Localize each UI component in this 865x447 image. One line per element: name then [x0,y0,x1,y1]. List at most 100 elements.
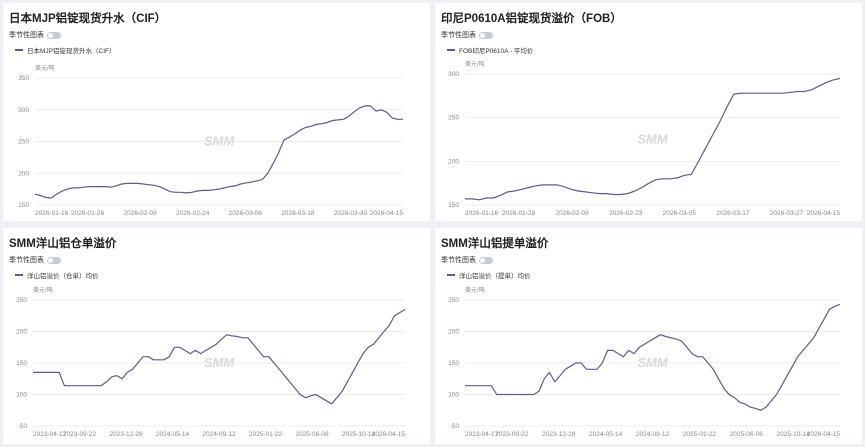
y-tick-label: 300 [448,71,459,78]
seasonal-chart-label: 季节性图表 [9,32,44,39]
x-tick-label: 2026-01-26 [71,210,105,217]
seasonal-chart-toggle[interactable] [47,256,61,264]
legend-line-swatch [15,49,23,51]
chart-title: SMM洋山铝仓单溢价 [9,238,117,250]
y-axis-unit-label: 美元/吨 [465,286,485,294]
y-tick-label: 350 [18,75,29,82]
x-tick-label: 2026-01-28 [502,210,536,217]
y-tick-label: 150 [18,202,29,209]
x-tick-label: 2023-09-22 [495,431,529,438]
x-tick-label: 2026-04-15 [370,210,404,217]
seasonal-chart-label: 季节性图表 [441,32,476,39]
smm-watermark: SMM [637,355,669,370]
x-tick-label: 2024-09-12 [202,431,236,438]
y-tick-label: 250 [448,297,459,304]
seasonal-chart-toggle[interactable] [479,31,493,39]
line-chart-mjp: 美元/吨 150 200 250 300 350 2026-01-16 2026-01-26 2… [18,64,404,217]
x-tick-label: 2025-01-22 [249,431,283,438]
x-tick-label: 2023-12-28 [542,431,576,438]
smm-watermark: SMM [204,134,236,149]
chart-panel-indonesia-premium: 印尼P0610A铝锭现货溢价（FOB） 季节性图表 FOB印尼P0610A - … [435,3,862,221]
smm-watermark: SMM [637,132,669,147]
chart-legend[interactable]: 洋山铝溢价（仓单）均价 [15,270,99,280]
x-tick-label: 2026-02-24 [176,210,210,217]
x-tick-label: 2025-06-06 [730,431,764,438]
x-tick-label: 2024-05-14 [156,431,190,438]
x-tick-label: 2026-04-15 [372,431,406,438]
seasonal-chart-toggle-row: 季节性图表 [9,255,61,265]
x-tick-label: 2023-12-28 [109,431,143,438]
x-tick-label: 2026-01-16 [35,210,69,217]
seasonal-chart-toggle-row: 季节性图表 [441,30,493,40]
y-tick-label: 150 [16,360,27,367]
y-tick-label: 200 [16,329,27,336]
x-tick-label: 2024-05-14 [589,431,623,438]
legend-line-swatch [447,274,455,276]
line-chart-indonesia: 美元/吨 150 200 250 300 2026-01-16 2026-01-28 2026… [448,60,841,217]
y-tick-label: 250 [16,297,27,304]
y-tick-label: 150 [448,202,459,209]
y-tick-label: 100 [448,392,459,399]
x-tick-label: 2025-06-06 [295,431,329,438]
y-tick-label: 100 [16,392,27,399]
x-tick-label: 2026-03-27 [770,210,804,217]
chart-panel-yangshan-warrant: SMM洋山铝仓单溢价 季节性图表 洋山铝溢价（仓单）均价 美元/吨 50 100 15… [3,228,430,444]
x-tick-label: 2026-02-09 [124,210,158,217]
seasonal-chart-label: 季节性图表 [441,257,476,264]
smm-watermark: SMM [204,355,236,370]
y-axis-unit-label: 美元/吨 [33,286,53,294]
seasonal-chart-label: 季节性图表 [9,257,44,264]
x-tick-label: 2025-10-14 [777,431,811,438]
chart-legend[interactable]: 洋山铝溢价（提单）均价 [447,270,531,280]
x-tick-label: 2023-04-17 [465,431,499,438]
x-tick-label: 2024-09-12 [636,431,670,438]
x-tick-label: 2025-01-22 [683,431,717,438]
chart-title: 印尼P0610A铝锭现货溢价（FOB） [441,13,622,25]
y-tick-label: 50 [20,423,28,430]
y-tick-label: 200 [448,158,459,165]
seasonal-chart-toggle[interactable] [47,31,61,39]
y-tick-label: 200 [18,170,29,177]
legend-label: 日本MJP铝锭现货升水（CIF） [27,48,116,55]
chart-panel-yangshan-bl: SMM洋山铝提单溢价 季节性图表 洋山铝溢价（提单）均价 美元/吨 50 100 15… [435,228,862,444]
chart-panel-mjp-premium: 日本MJP铝锭现货升水（CIF） 季节性图表 日本MJP铝锭现货升水（CIF） … [3,3,430,221]
x-tick-label: 2023-04-17 [33,431,67,438]
series-line [465,77,841,201]
y-axis-unit-label: 美元/吨 [465,60,485,68]
x-tick-label: 2026-01-16 [465,210,499,217]
x-tick-label: 2026-02-09 [556,210,590,217]
y-tick-label: 200 [448,329,459,336]
seasonal-chart-toggle[interactable] [479,256,493,264]
x-tick-label: 2026-04-15 [807,431,841,438]
chart-title: 日本MJP铝锭现货升水（CIF） [9,13,167,25]
series-line [33,308,406,405]
legend-label: 洋山铝溢价（提单）均价 [459,273,531,280]
x-tick-label: 2026-03-18 [281,210,315,217]
legend-label: FOB印尼P0610A - 平均价 [459,48,534,55]
x-tick-label: 2026-03-30 [334,210,368,217]
legend-label: 洋山铝溢价（仓单）均价 [27,273,99,280]
y-tick-label: 250 [18,139,29,146]
chart-title: SMM洋山铝提单溢价 [441,238,549,250]
series-line [34,105,403,199]
seasonal-chart-toggle-row: 季节性图表 [441,255,493,265]
y-tick-label: 250 [448,115,459,122]
x-tick-label: 2026-03-06 [229,210,263,217]
x-tick-label: 2026-02-23 [609,210,643,217]
y-axis-unit-label: 美元/吨 [35,64,55,72]
y-tick-label: 150 [448,360,459,367]
x-tick-label: 2023-09-22 [63,431,97,438]
chart-legend[interactable]: 日本MJP铝锭现货升水（CIF） [15,45,115,55]
x-tick-label: 2026-03-17 [716,210,750,217]
legend-line-swatch [15,274,23,276]
seasonal-chart-toggle-row: 季节性图表 [9,30,61,40]
x-tick-label: 2026-04-15 [807,210,841,217]
x-tick-label: 2026-03-05 [663,210,697,217]
legend-line-swatch [447,49,455,51]
y-tick-label: 50 [452,423,460,430]
x-tick-label: 2025-10-14 [342,431,376,438]
chart-legend[interactable]: FOB印尼P0610A - 平均价 [447,45,533,55]
series-line [465,303,841,411]
